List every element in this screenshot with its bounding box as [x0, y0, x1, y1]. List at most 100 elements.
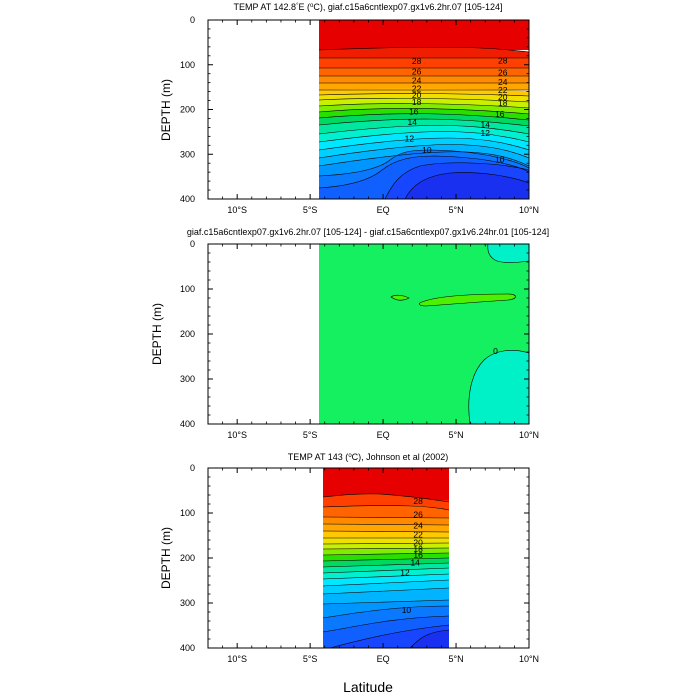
band-25: [319, 76, 529, 83]
panel-2-contour-lines: [390, 244, 529, 424]
contour-label: 12: [480, 128, 490, 138]
contour-line: [318, 144, 529, 159]
band-20: [319, 103, 529, 114]
contour-label: 22: [412, 83, 422, 93]
panel-3-x-axis: 10°S 5°S EQ 5°N 10°N: [207, 468, 539, 664]
x-tick-label: 10°S: [227, 205, 247, 215]
contour-label: 28: [498, 55, 508, 65]
y-tick-label: 100: [180, 508, 195, 518]
y-tick-label: 200: [180, 105, 195, 115]
y-tick-label: 100: [180, 284, 195, 294]
y-tick-label: 400: [180, 643, 195, 653]
panel-1-x-axis: 10°S 5°S EQ 5°N 10°N: [207, 20, 539, 215]
band-17: [319, 119, 529, 134]
contour-label: 16: [413, 550, 423, 560]
contour-line: [322, 615, 450, 633]
y-tick-label: 300: [180, 598, 195, 608]
contour-line: [318, 108, 529, 115]
contour-line: [318, 151, 529, 167]
contour-line: [318, 149, 529, 177]
band-29: [319, 20, 529, 50]
diff-negative-region-top: [487, 244, 529, 263]
contour-line: [318, 97, 529, 103]
band-24: [323, 524, 449, 532]
band-19: [323, 553, 449, 561]
contour-label: 14: [410, 558, 420, 568]
x-tick-label: 5°S: [303, 654, 318, 664]
panel-1-filled-contours: [318, 20, 529, 199]
contour-label: 22: [413, 530, 423, 540]
y-tick-label: 0: [190, 239, 195, 249]
diff-positive-blob-right: [419, 294, 516, 306]
band-28: [319, 47, 529, 58]
panel-2-contour-labels: 0: [493, 346, 498, 356]
band-24: [319, 83, 529, 90]
band-26: [319, 68, 529, 76]
x-tick-label: 5°S: [303, 430, 318, 440]
panel-2: giaf.c15a6cntlexp07.gx1v6.2hr.07 [105-12…: [150, 227, 549, 440]
contour-label: 10: [495, 155, 505, 165]
contour-label: 16: [409, 107, 419, 117]
panel-1-y-label: DEPTH (m): [159, 79, 173, 141]
panel-3-y-label: DEPTH (m): [159, 527, 173, 589]
contour-line: [322, 547, 450, 550]
contour-line: [318, 103, 529, 109]
contour-line: [322, 587, 450, 595]
contour-line: [318, 118, 529, 127]
x-tick-label: 10°N: [519, 430, 539, 440]
panel-3-filled-contours: [322, 468, 450, 648]
contour-label: 14: [408, 117, 418, 127]
contour-label: 18: [413, 544, 423, 554]
x-tick-label: EQ: [377, 205, 390, 215]
band-16: [319, 125, 529, 142]
panel-1-title: TEMP AT 142.8°E (oC), giaf.c15a6cntlexp0…: [234, 2, 503, 12]
band-08: [405, 172, 529, 199]
y-tick-label: 0: [190, 15, 195, 25]
band-21: [323, 543, 449, 549]
contour-line: [329, 624, 450, 648]
band-21: [319, 98, 529, 108]
contour-label: 28: [413, 496, 423, 506]
contour-label: 28: [412, 56, 422, 66]
panel-2-filled-contours: [319, 244, 529, 424]
contour-line: [322, 557, 450, 562]
x-tick-label: 10°N: [519, 654, 539, 664]
x-tick-label: 10°S: [227, 654, 247, 664]
diff-negative-region-bottom: [468, 350, 529, 424]
contour-label: 14: [480, 119, 490, 129]
panel-3-title: TEMP AT 143 (oC), Johnson et al (2002): [288, 452, 448, 462]
panel-3: TEMP AT 143 (oC), Johnson et al (2002): [159, 452, 539, 695]
x-axis-label: Latitude: [343, 679, 393, 695]
contour-label: 24: [413, 521, 423, 531]
contour-line: [318, 155, 529, 189]
band-14: [323, 580, 449, 594]
panel-3-contour-lines: [322, 493, 450, 648]
contour-label: 0: [493, 346, 498, 356]
panel-3-y-axis: 0 100 200 300 400: [180, 463, 529, 653]
contour-line: [322, 516, 450, 519]
contour-label: 26: [412, 66, 422, 76]
contour-line: [322, 605, 450, 619]
contour-line: [318, 131, 529, 143]
band-25: [323, 517, 449, 525]
band-16: [323, 568, 449, 579]
panel-2-y-label: DEPTH (m): [150, 303, 164, 365]
panel-2-y-axis: 0 100 200 300 400: [180, 239, 529, 429]
contour-label: 10: [402, 605, 412, 615]
x-tick-label: EQ: [377, 430, 390, 440]
y-tick-label: 400: [180, 419, 195, 429]
contour-line: [318, 46, 529, 53]
x-tick-label: 5°N: [448, 205, 463, 215]
contour-label: 22: [498, 85, 508, 95]
band-18: [319, 113, 529, 126]
band-22: [323, 538, 449, 544]
band-13: [319, 144, 529, 166]
band-13: [323, 588, 449, 604]
band-08: [410, 630, 449, 648]
y-tick-label: 0: [190, 463, 195, 473]
band-19: [319, 108, 529, 120]
contour-line: [487, 244, 529, 263]
contour-line: [322, 579, 450, 587]
x-tick-label: 5°N: [448, 654, 463, 664]
